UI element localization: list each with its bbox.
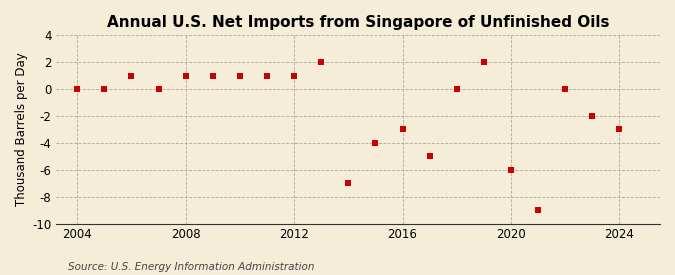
- Point: [343, 181, 354, 185]
- Point: [72, 87, 82, 91]
- Point: [180, 73, 191, 78]
- Point: [397, 127, 408, 132]
- Point: [614, 127, 625, 132]
- Point: [234, 73, 245, 78]
- Point: [289, 73, 300, 78]
- Point: [506, 167, 516, 172]
- Point: [587, 114, 597, 118]
- Point: [99, 87, 110, 91]
- Point: [533, 208, 543, 212]
- Point: [316, 60, 327, 64]
- Title: Annual U.S. Net Imports from Singapore of Unfinished Oils: Annual U.S. Net Imports from Singapore o…: [107, 15, 609, 30]
- Point: [452, 87, 462, 91]
- Point: [560, 87, 570, 91]
- Point: [479, 60, 489, 64]
- Y-axis label: Thousand Barrels per Day: Thousand Barrels per Day: [15, 53, 28, 206]
- Point: [424, 154, 435, 159]
- Point: [262, 73, 273, 78]
- Text: Source: U.S. Energy Information Administration: Source: U.S. Energy Information Administ…: [68, 262, 314, 272]
- Point: [207, 73, 218, 78]
- Point: [126, 73, 137, 78]
- Point: [370, 141, 381, 145]
- Point: [153, 87, 164, 91]
